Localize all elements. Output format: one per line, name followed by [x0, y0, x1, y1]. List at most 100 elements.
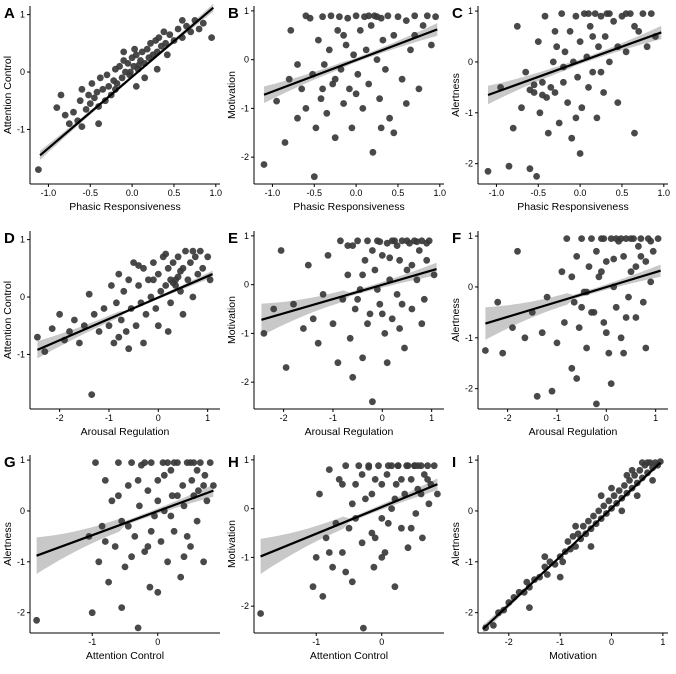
data-point [132, 51, 140, 59]
data-point [131, 533, 139, 540]
data-point [150, 276, 157, 284]
data-point [195, 487, 202, 494]
data-point [199, 264, 207, 272]
data-point [346, 334, 354, 342]
data-point [526, 604, 533, 611]
y-axis-title: Alertness [450, 298, 462, 342]
data-point [142, 310, 150, 318]
data-point [398, 476, 405, 483]
data-point [323, 109, 331, 117]
y-tick-label: -1 [241, 328, 249, 338]
data-point [411, 12, 419, 20]
data-point [157, 538, 165, 545]
data-point [602, 329, 610, 337]
data-point [35, 166, 42, 174]
data-point [419, 22, 427, 29]
x-tick-label: 0.0 [126, 188, 139, 198]
data-point [386, 254, 394, 262]
data-point [378, 310, 386, 318]
data-point [424, 476, 431, 483]
data-point [365, 462, 373, 470]
data-point [210, 482, 217, 489]
data-point [610, 492, 618, 500]
data-point [147, 459, 155, 466]
data-point [177, 267, 184, 275]
data-point [302, 12, 310, 20]
data-point [420, 295, 428, 303]
data-point [590, 512, 597, 520]
panel-letter: A [4, 5, 15, 22]
data-point [368, 529, 376, 537]
data-point [618, 507, 626, 515]
data-point [144, 543, 152, 550]
data-point [208, 34, 216, 41]
panel-e: E -2 -1 0 1 -2 -1 0 1 Arousal Regulation Motivatio… [226, 230, 444, 438]
data-point [189, 247, 197, 255]
regression-line [36, 489, 214, 557]
data-point [628, 466, 636, 474]
data-point [600, 319, 608, 326]
data-point [574, 530, 582, 538]
x-axis-title: Arousal Regulation [529, 426, 618, 438]
data-point [418, 320, 426, 328]
data-point [348, 578, 356, 586]
y-tick-label: -1 [241, 552, 249, 562]
y-tick-label: -2 [241, 152, 249, 162]
data-point [167, 466, 175, 474]
data-point [130, 259, 138, 266]
data-point [434, 490, 441, 498]
data-point [277, 247, 285, 254]
data-point [56, 310, 63, 318]
data-point [564, 99, 571, 106]
y-tick-label: -1 [465, 333, 473, 343]
y-tick-label: 1 [468, 231, 473, 241]
data-point [151, 512, 158, 520]
data-point [348, 500, 356, 508]
data-point [402, 100, 410, 107]
y-axis-title: Attention Control [2, 281, 14, 359]
data-point [368, 490, 376, 498]
data-point [642, 258, 650, 265]
data-point [425, 500, 433, 508]
data-point [533, 392, 541, 400]
panel-letter: C [452, 5, 463, 22]
data-point [141, 74, 149, 82]
x-tick-label: 0.0 [574, 188, 587, 198]
data-point [597, 12, 605, 20]
data-point [381, 330, 389, 337]
data-point [200, 482, 208, 489]
data-point [575, 324, 583, 331]
data-point [349, 242, 357, 250]
data-point [354, 70, 362, 78]
data-point [388, 237, 396, 245]
data-point [355, 462, 363, 470]
data-point [642, 344, 650, 352]
data-point [298, 85, 306, 93]
data-point [325, 466, 333, 473]
data-point [132, 322, 140, 330]
data-point [82, 106, 90, 113]
data-point [574, 73, 581, 81]
data-point [404, 462, 412, 470]
data-point [602, 258, 610, 265]
x-tick-label: 1.0 [434, 188, 447, 198]
y-tick-label: -1 [17, 349, 25, 359]
data-point [110, 339, 118, 347]
data-point [162, 39, 170, 47]
data-point [408, 305, 416, 313]
regression-line [263, 28, 438, 96]
data-point [304, 261, 312, 269]
data-point [617, 235, 625, 243]
data-point [124, 522, 132, 530]
panel-letter: B [228, 5, 239, 22]
data-point [424, 462, 431, 470]
data-point [576, 150, 584, 157]
data-point [360, 624, 367, 632]
data-point [526, 583, 533, 591]
regression-line [39, 6, 215, 157]
data-point [423, 239, 431, 247]
data-point [187, 28, 195, 36]
data-point [514, 247, 521, 255]
data-point [319, 85, 326, 93]
data-point [362, 46, 370, 54]
